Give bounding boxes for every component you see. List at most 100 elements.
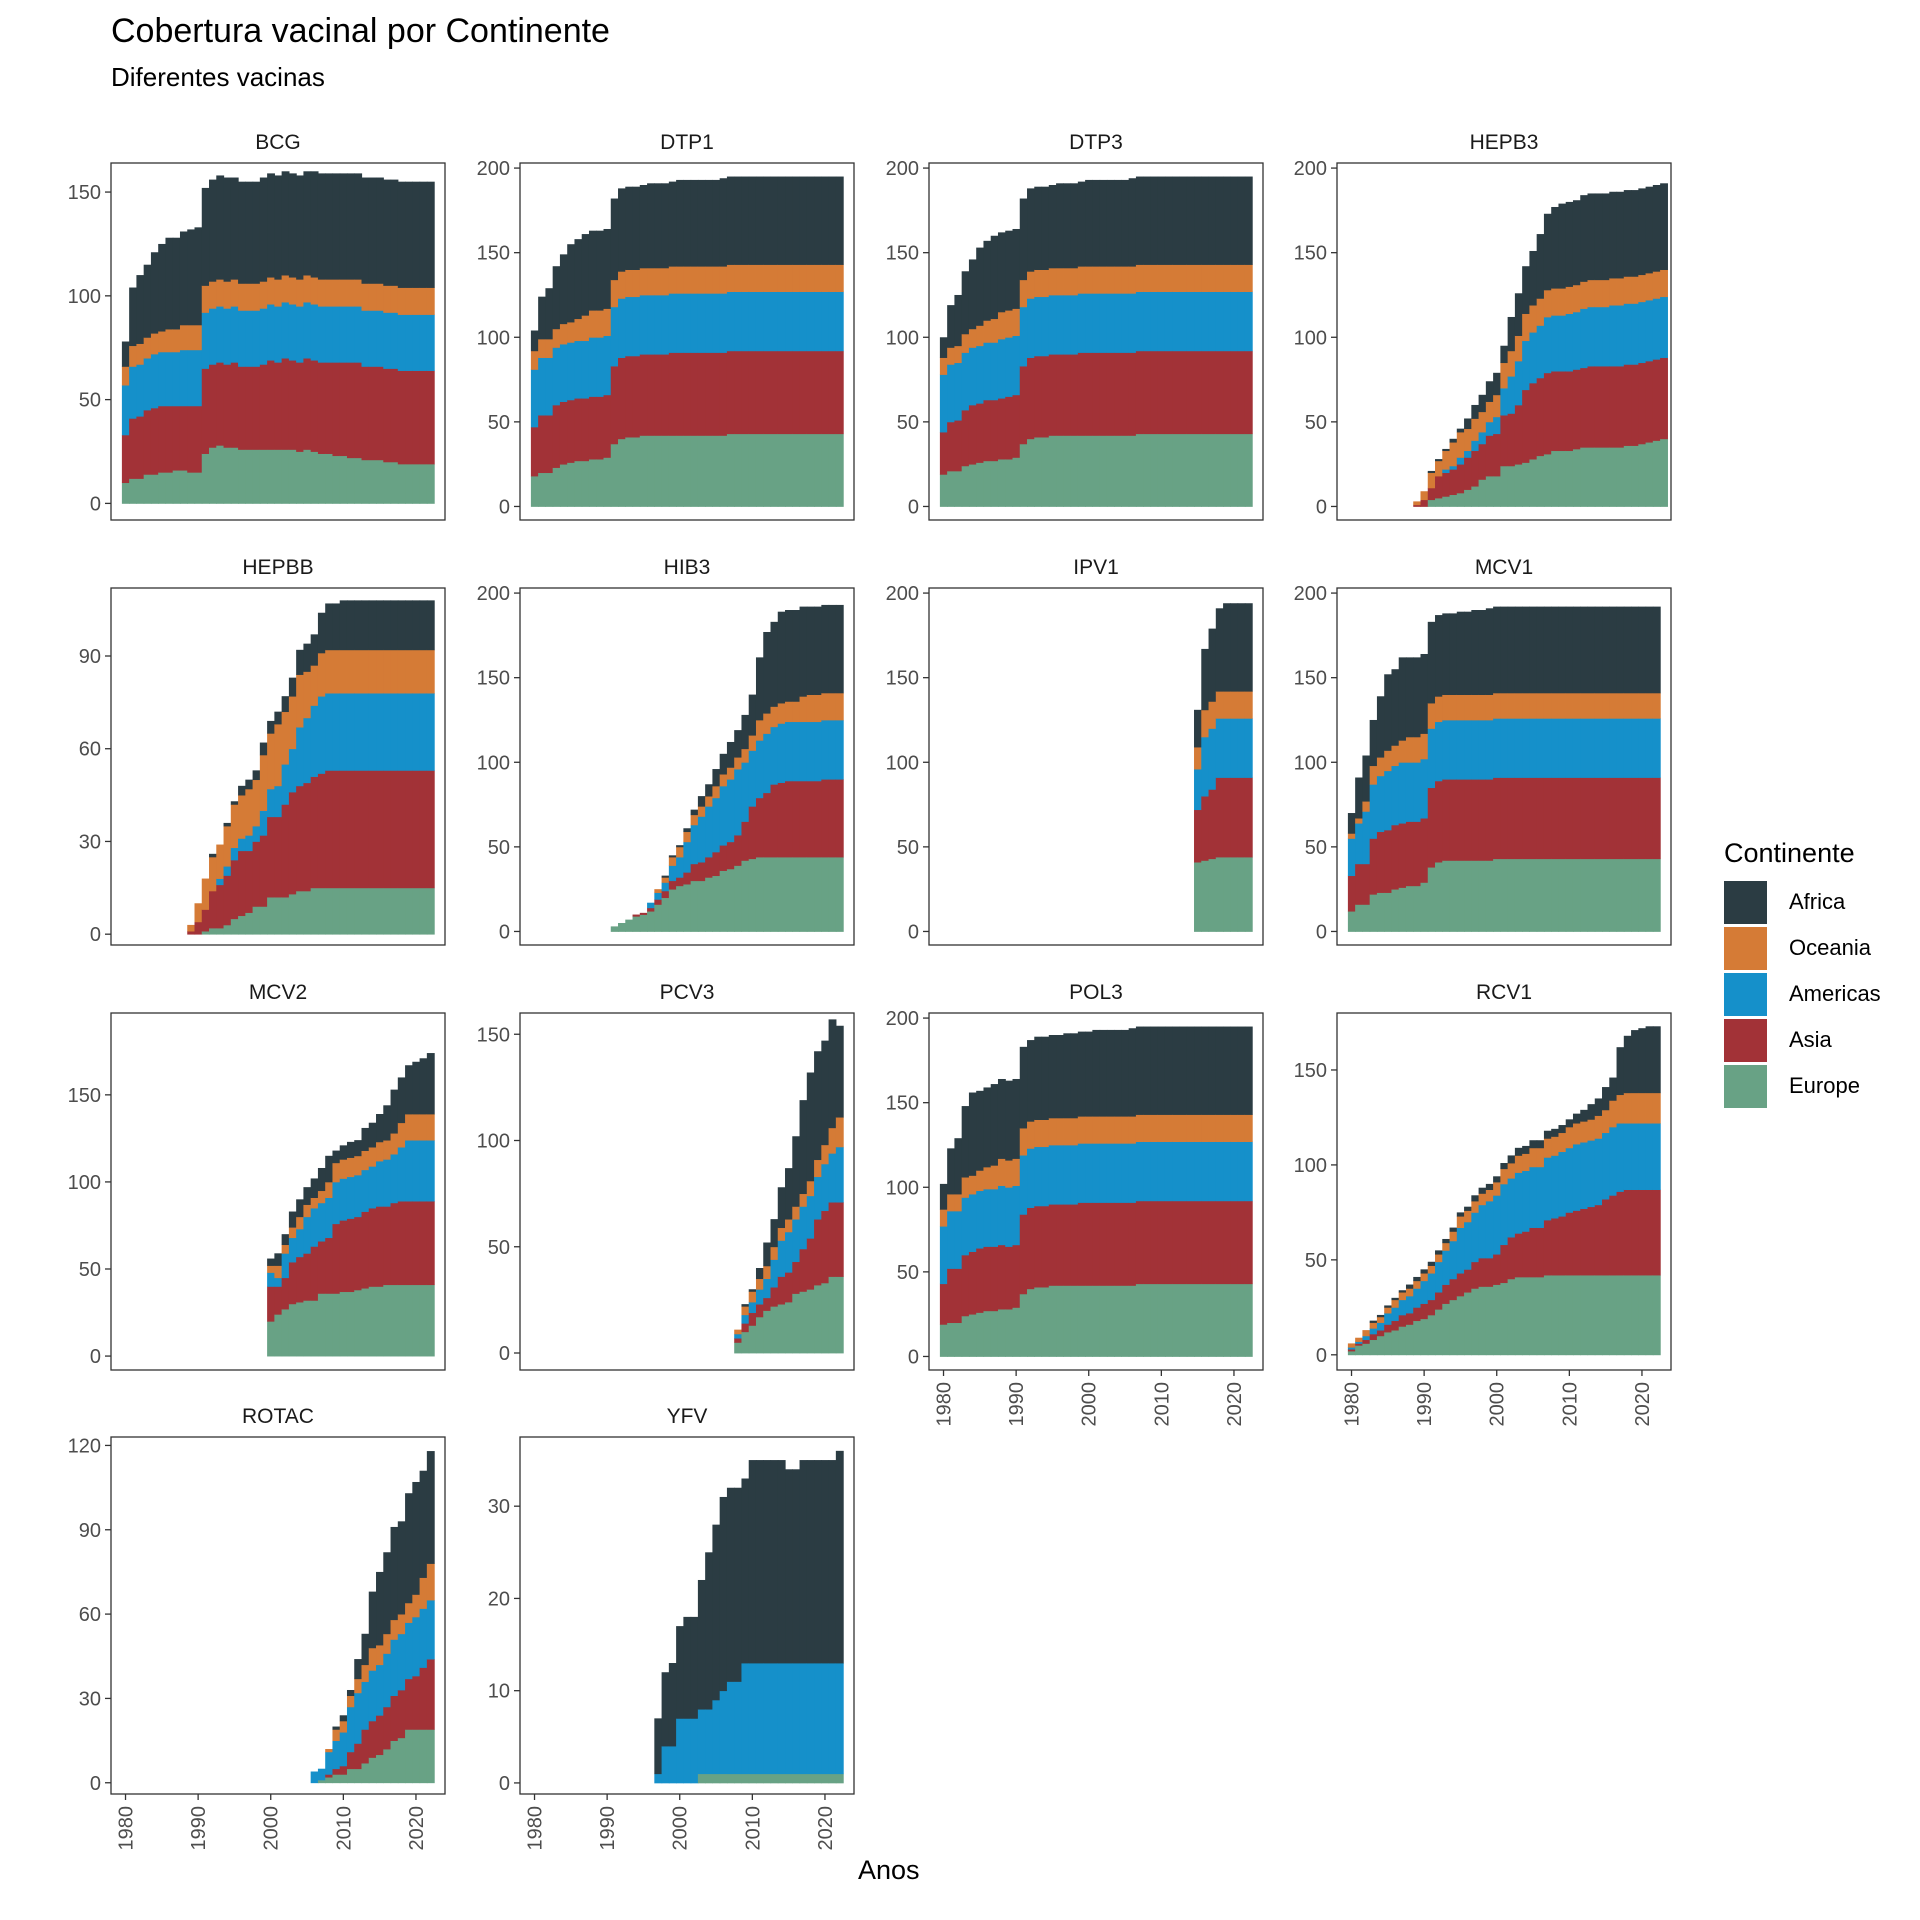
bar-oceania-2011 <box>755 719 764 741</box>
bar-americas-2022 <box>426 314 435 371</box>
bar-europe-2014 <box>777 433 786 507</box>
bar-europe-1995 <box>1456 492 1465 507</box>
bar-oceania-2010 <box>1157 264 1166 292</box>
bar-europe-1985 <box>1384 892 1393 932</box>
y-tick-label: 150 <box>477 668 510 690</box>
bar-asia-2001 <box>683 872 692 885</box>
bar-africa-2019 <box>1631 606 1639 694</box>
bar-asia-2016 <box>1609 777 1618 860</box>
bar-africa-1989 <box>596 230 605 311</box>
bar-europe-2002 <box>281 449 290 504</box>
bar-asia-1985 <box>567 399 576 463</box>
bar-oceania-2000 <box>1085 1116 1093 1144</box>
bar-asia-2005 <box>712 851 721 877</box>
bar-europe-2007 <box>726 868 735 932</box>
bar-asia-2017 <box>799 780 808 858</box>
bar-africa-2017 <box>799 606 808 697</box>
bar-africa-2014 <box>777 176 786 265</box>
bar-europe-2021 <box>419 463 428 504</box>
bar-africa-1995 <box>230 801 239 805</box>
bar-europe-1991 <box>1427 499 1436 507</box>
bar-americas-1998 <box>252 310 261 367</box>
bar-oceania-2009 <box>332 1162 341 1183</box>
bar-africa-2019 <box>814 1051 822 1161</box>
bar-asia-2018 <box>397 370 406 465</box>
bar-africa-1993 <box>1442 448 1451 452</box>
bar-europe-2015 <box>1602 858 1610 932</box>
bar-oceania-1989 <box>1413 736 1422 763</box>
bar-americas-2006 <box>1128 293 1137 353</box>
bar-oceania-2003 <box>697 266 706 294</box>
bar-africa-2001 <box>683 828 692 833</box>
bar-americas-1982 <box>545 357 554 416</box>
bar-asia-1992 <box>1435 780 1443 863</box>
bar-asia-2004 <box>1522 1231 1531 1278</box>
bar-africa-2021 <box>419 181 428 288</box>
bar-asia-2021 <box>1645 777 1654 860</box>
bar-asia-2018 <box>397 1689 406 1739</box>
bar-asia-1990 <box>1420 1303 1429 1320</box>
bar-africa-2015 <box>1602 193 1610 281</box>
bar-asia-2016 <box>383 368 392 463</box>
bar-europe-1989 <box>187 472 196 504</box>
bar-africa-1985 <box>976 247 985 326</box>
bar-africa-2007 <box>1135 1026 1144 1115</box>
bar-asia-1991 <box>201 368 210 454</box>
bar-europe-2009 <box>741 433 750 507</box>
bar-europe-1999 <box>668 435 677 507</box>
bar-americas-1993 <box>1034 1146 1043 1207</box>
bar-europe-2021 <box>1237 857 1246 932</box>
bar-americas-2019 <box>814 1176 822 1220</box>
bar-europe-2010 <box>748 433 757 507</box>
bar-oceania-2021 <box>1237 264 1246 292</box>
bar-africa-2013 <box>1179 1026 1188 1115</box>
bar-americas-2021 <box>828 1153 837 1203</box>
bar-africa-1998 <box>1478 1187 1487 1194</box>
bar-africa-1999 <box>1485 608 1494 695</box>
bar-europe-2013 <box>1587 447 1596 507</box>
bar-asia-1997 <box>1471 779 1480 861</box>
bar-asia-1992 <box>1435 476 1443 499</box>
bar-africa-1999 <box>668 181 677 267</box>
bar-europe-2003 <box>1106 1285 1115 1357</box>
bar-africa-2011 <box>755 1460 764 1664</box>
bar-africa-2006 <box>719 1496 728 1692</box>
bar-americas-2021 <box>419 1140 428 1202</box>
bar-africa-1987 <box>990 235 999 320</box>
bar-americas-2001 <box>274 1277 283 1287</box>
bar-africa-2007 <box>317 173 326 280</box>
bar-europe-2006 <box>1536 858 1545 932</box>
bar-asia-2001 <box>1092 1202 1101 1286</box>
bar-oceania-2007 <box>1135 264 1144 292</box>
bar-africa-2011 <box>1572 200 1581 286</box>
bar-oceania-2013 <box>361 1664 370 1682</box>
bar-oceania-2018 <box>1215 264 1224 292</box>
bar-americas-1991 <box>1427 728 1436 789</box>
bar-europe-1983 <box>961 1315 970 1357</box>
bar-asia-1992 <box>1435 1292 1443 1310</box>
bar-europe-1999 <box>1485 860 1494 932</box>
bar-africa-1983 <box>143 264 152 338</box>
bar-americas-2014 <box>777 723 786 783</box>
bar-africa-2018 <box>806 606 815 695</box>
bar-africa-1994 <box>1449 613 1458 695</box>
bar-asia-2016 <box>1609 1195 1618 1276</box>
bar-asia-2011 <box>1572 777 1581 860</box>
bar-asia-1998 <box>252 841 261 907</box>
bar-africa-2015 <box>376 177 384 284</box>
bar-europe-1984 <box>1376 1335 1385 1356</box>
bar-oceania-2013 <box>770 264 779 292</box>
bar-oceania-2011 <box>1572 1123 1581 1145</box>
bar-europe-2009 <box>332 887 341 935</box>
bar-africa-1998 <box>1478 394 1487 413</box>
bar-asia-2012 <box>1172 350 1181 435</box>
bar-oceania-2006 <box>1128 1116 1137 1144</box>
bar-americas-1999 <box>668 1746 677 1784</box>
bar-asia-2021 <box>1645 1189 1654 1276</box>
bar-europe-2013 <box>1179 433 1188 507</box>
bar-americas-2016 <box>1609 305 1618 367</box>
facet-label: IPV1 <box>1073 556 1119 579</box>
bar-asia-1987 <box>990 399 999 462</box>
bar-africa-2009 <box>1558 606 1567 694</box>
